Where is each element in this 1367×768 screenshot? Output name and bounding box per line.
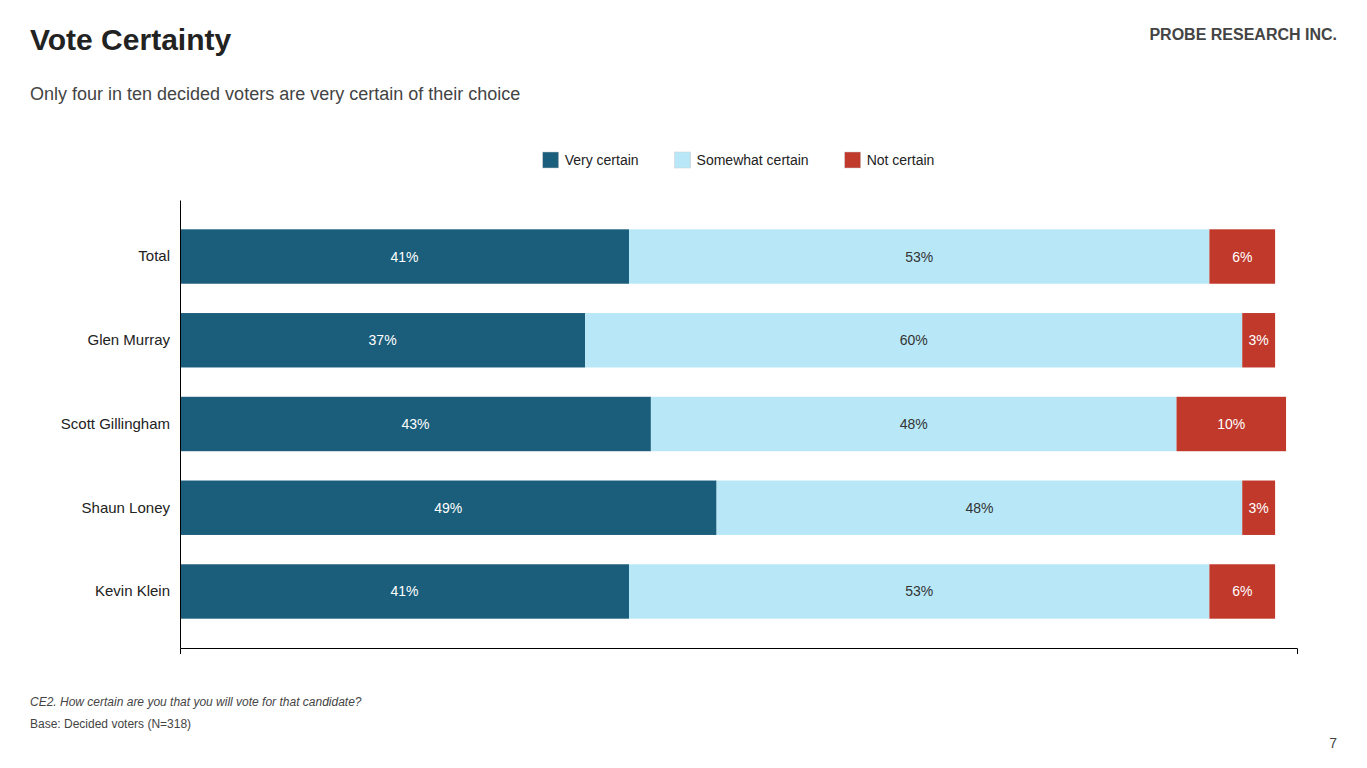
tick-label: Glen Murray [87, 331, 170, 348]
subtitle: Only four in ten decided voters are very… [30, 84, 520, 104]
legend-swatch [675, 152, 691, 168]
data-label: 53% [905, 249, 933, 265]
data-label: 43% [401, 416, 429, 432]
tick: Total [138, 247, 170, 264]
legend-item: Somewhat certain [675, 152, 809, 168]
tick: Shaun Loney [82, 499, 171, 516]
bar [180, 229, 629, 283]
legend-swatch [543, 152, 559, 168]
data-label: 48% [900, 416, 928, 432]
data-label: 10% [1217, 416, 1245, 432]
series [180, 229, 717, 618]
bar [1209, 564, 1275, 618]
bar [180, 564, 629, 618]
data-label: 41% [390, 583, 418, 599]
bar [629, 564, 1209, 618]
bars [180, 229, 1286, 618]
data-label: 3% [1249, 500, 1269, 516]
axis-line [181, 649, 1298, 655]
plot: 41% 37% 43% 49% 41% 53% 60% 48% 48% 53% 6% 3% 10% 3% 6… [61, 201, 1298, 655]
series [585, 229, 1242, 618]
data-label: 48% [965, 500, 993, 516]
data-label: 53% [905, 583, 933, 599]
axis-line [180, 201, 181, 649]
bar [180, 313, 585, 367]
legend-item: Very certain [543, 152, 639, 168]
tick-label: Scott Gillingham [61, 415, 170, 432]
legend: Very certain Somewhat certain Not certain [543, 152, 935, 168]
annotation: CE2. How certain are you that you will v… [30, 695, 362, 709]
bar [1209, 229, 1275, 283]
annotation: Base: Decided voters (N=318) [30, 717, 191, 731]
data-label: 6% [1232, 583, 1252, 599]
bar [651, 397, 1177, 451]
data-label: 37% [369, 332, 397, 348]
legend-swatch [845, 152, 861, 168]
bar [180, 397, 651, 451]
series [1177, 229, 1287, 618]
data-label: 6% [1232, 249, 1252, 265]
title: Vote Certainty [30, 23, 231, 56]
bar [629, 229, 1209, 283]
tick: Glen Murray [87, 331, 170, 348]
chart: Vote Certainty Only four in ten decided v… [0, 0, 1367, 768]
bar [180, 481, 717, 535]
bar [1177, 397, 1287, 451]
legend-label: Not certain [867, 152, 935, 168]
bar [717, 481, 1243, 535]
tick: Scott Gillingham [61, 415, 170, 432]
data-label: 49% [434, 500, 462, 516]
tick-label: Total [138, 247, 170, 264]
legend-label: Very certain [565, 152, 639, 168]
annotation: PROBE RESEARCH INC. [1149, 26, 1337, 43]
legend-item: Not certain [845, 152, 935, 168]
data-label: 41% [390, 249, 418, 265]
data-label: 3% [1249, 332, 1269, 348]
y-axis: Total Glen Murray Scott Gillingham Shaun Lo… [61, 201, 181, 649]
bar [1242, 481, 1275, 535]
data-labels: 41% 37% 43% 49% 41% 53% 60% 48% 48% 53% 6% 3% 10% 3% 6… [369, 249, 1269, 600]
bar [585, 313, 1242, 367]
x-axis [181, 649, 1298, 655]
tick-label: Shaun Loney [82, 499, 171, 516]
annotation: 7 [1329, 735, 1337, 751]
data-label: 60% [900, 332, 928, 348]
legend-label: Somewhat certain [697, 152, 809, 168]
tick: Kevin Klein [95, 582, 170, 599]
tick-label: Kevin Klein [95, 582, 170, 599]
annotations: CE2. How certain are you that you will v… [30, 26, 1337, 751]
bar [1242, 313, 1275, 367]
